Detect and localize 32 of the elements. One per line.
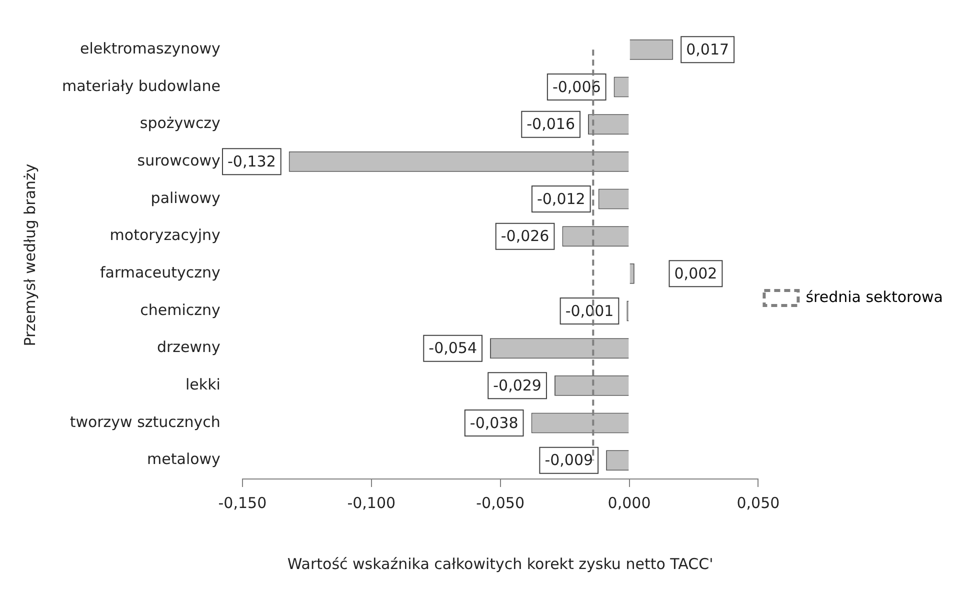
x-tick-label: 0,000 bbox=[608, 494, 651, 512]
data-label: -0,132 bbox=[228, 152, 276, 171]
legend-label: średnia sektorowa bbox=[806, 288, 944, 306]
data-label: -0,012 bbox=[536, 190, 586, 208]
data-label: -0,001 bbox=[565, 302, 614, 320]
x-tick-label: -0,100 bbox=[347, 494, 396, 512]
data-label: -0,038 bbox=[470, 414, 518, 432]
data-label: -0,009 bbox=[544, 451, 594, 470]
y-tick-label: paliwowy bbox=[150, 188, 221, 207]
y-tick-label: chemiczny bbox=[140, 300, 221, 319]
data-label: -0,006 bbox=[552, 78, 601, 96]
y-axis-title: Przemysł według branży bbox=[20, 164, 39, 346]
data-label: 0,002 bbox=[674, 264, 718, 283]
y-tick-label: metalowy bbox=[147, 450, 221, 468]
x-tick-label: -0,050 bbox=[476, 494, 524, 512]
y-tick-label: farmaceutyczny bbox=[100, 264, 221, 282]
y-tick-label: materiały budowlane bbox=[62, 76, 220, 95]
data-label: 0,017 bbox=[686, 40, 730, 59]
y-tick-label: tworzyw sztucznych bbox=[70, 412, 220, 431]
data-label: -0,016 bbox=[526, 115, 575, 134]
data-label: -0,029 bbox=[493, 376, 542, 395]
y-tick-label: spożywczy bbox=[140, 114, 221, 132]
y-tick-label: drzewny bbox=[156, 338, 221, 356]
y-tick-label: elektromaszynowy bbox=[80, 40, 221, 58]
y-tick-label: lekki bbox=[186, 376, 220, 394]
x-tick-label: -0,150 bbox=[218, 494, 267, 512]
x-tick-label: 0,050 bbox=[736, 494, 780, 512]
y-tick-label: motoryzacyjny bbox=[110, 226, 221, 244]
data-label: -0,054 bbox=[428, 339, 478, 358]
y-tick-label: surowcowy bbox=[137, 152, 221, 170]
x-axis-title: Wartość wskaźnika całkowitych korekt zysku netto TACC' bbox=[287, 554, 714, 573]
data-label: -0,026 bbox=[500, 227, 550, 246]
